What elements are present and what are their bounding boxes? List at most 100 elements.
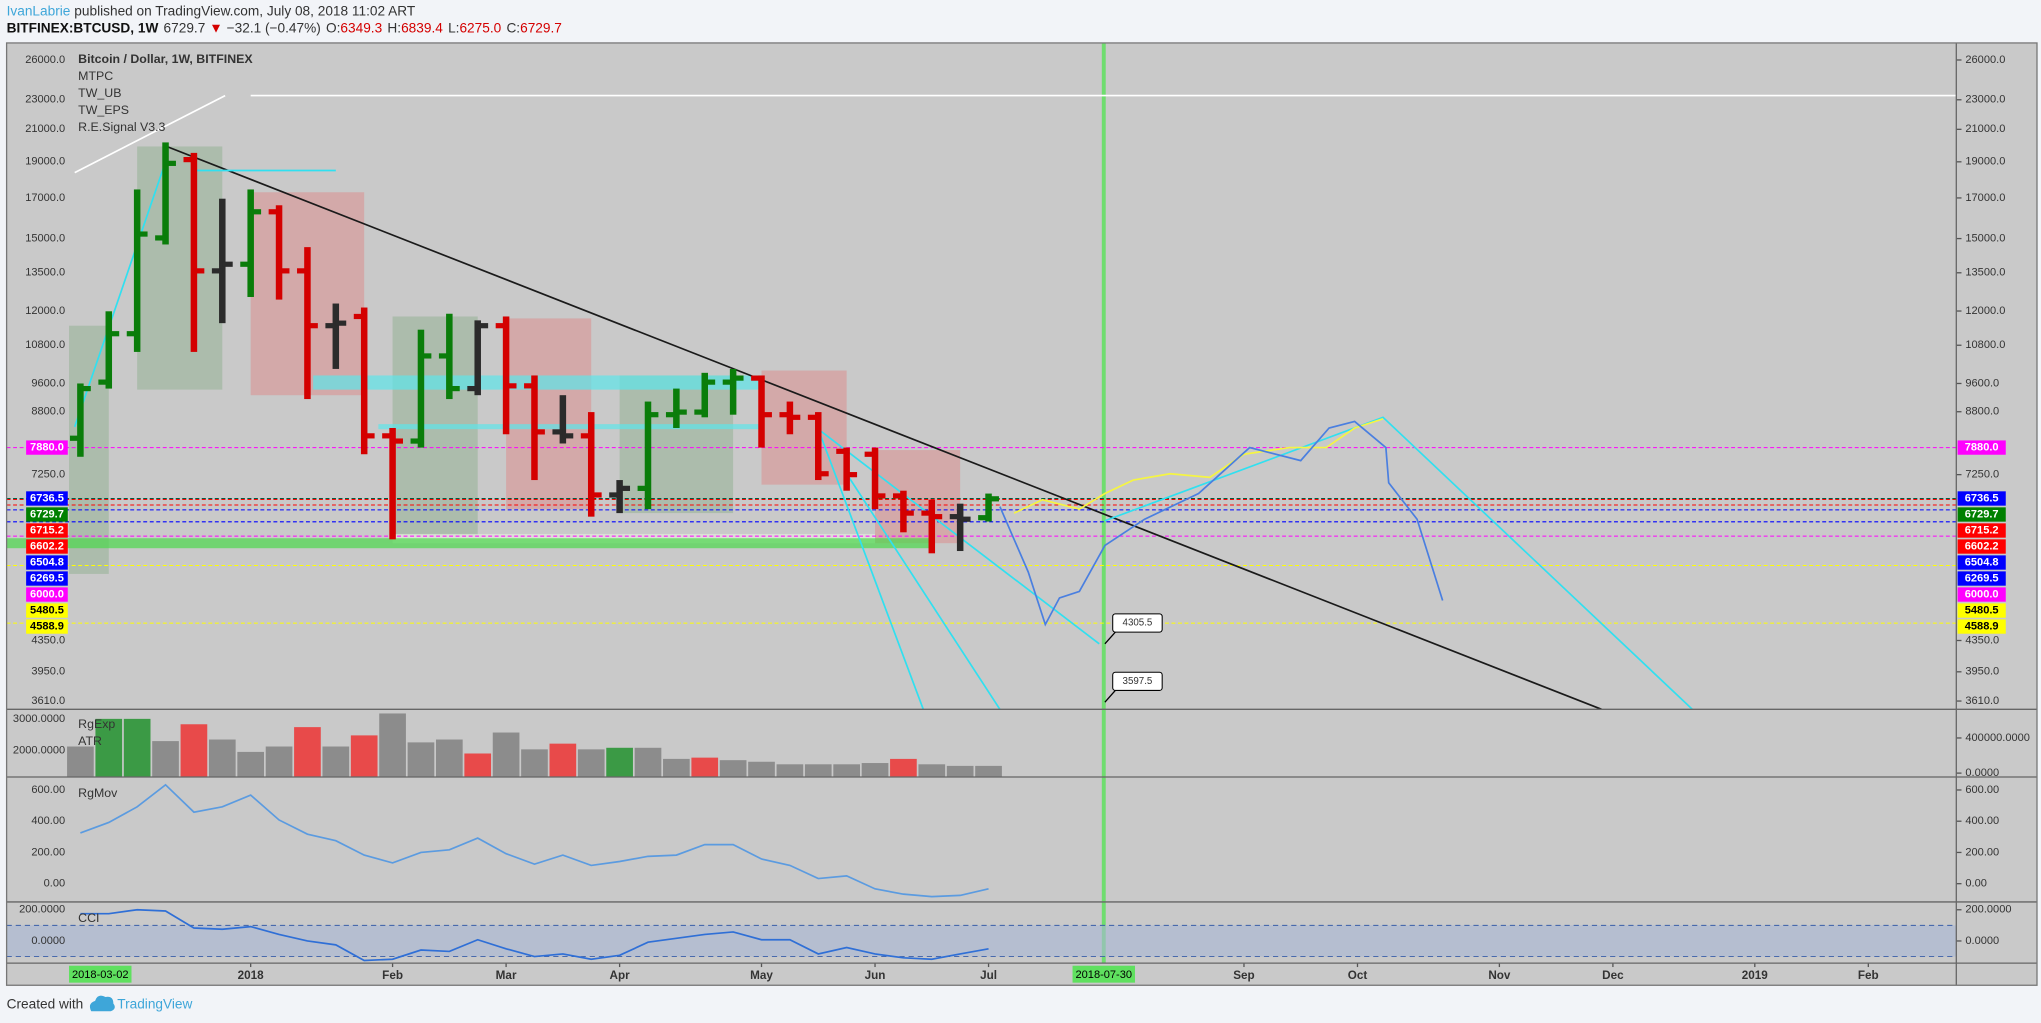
bar-open xyxy=(495,323,507,329)
bar-close xyxy=(392,438,403,444)
x-tick-label: Mar xyxy=(496,969,517,982)
bar-close xyxy=(222,261,233,267)
y-tick-label: 21000.0 xyxy=(1965,123,2005,135)
bar-close xyxy=(506,383,517,389)
histogram-bar xyxy=(861,763,889,778)
bar-open xyxy=(609,492,620,498)
footer-brand[interactable]: TradingView xyxy=(117,996,192,1011)
x-tick-label: Oct xyxy=(1348,969,1368,982)
price-label: 6504.8 xyxy=(1965,556,1999,568)
legend-text: R.E.Signal V3.3 xyxy=(78,120,165,134)
bar-open xyxy=(694,409,705,415)
price-label: 6729.7 xyxy=(30,508,64,520)
histogram-bar xyxy=(123,718,151,778)
main-layer xyxy=(6,94,1957,710)
bar-open xyxy=(637,485,648,491)
bar-range xyxy=(956,503,964,552)
price-label-box xyxy=(26,555,68,570)
price-label-box xyxy=(1957,491,2006,506)
zone xyxy=(69,325,109,574)
bar-open xyxy=(353,313,365,320)
price-label-box xyxy=(26,440,68,455)
date-label-box xyxy=(1072,965,1136,983)
bar-open xyxy=(240,261,251,267)
histogram-bar xyxy=(67,746,94,778)
price-label: 5480.5 xyxy=(30,604,64,616)
header-line: BITFINEX:BTCUSD, 1W 6729.7 ▼ −32.1 (−0.47%)… xyxy=(7,20,562,35)
bar-open xyxy=(949,514,961,520)
histogram-bar xyxy=(379,713,406,778)
author[interactable]: IvanLabrie xyxy=(7,3,71,18)
pane-legend: RgMov xyxy=(78,786,118,800)
bar-close xyxy=(562,433,574,439)
zone xyxy=(6,538,932,549)
price-label-box xyxy=(1957,523,2006,538)
histogram-bar xyxy=(549,743,577,778)
tradingview-logo xyxy=(89,995,115,1012)
pane-legend: ATR xyxy=(78,734,102,748)
bar-close xyxy=(534,429,545,435)
change-symbol: ▼ xyxy=(209,20,223,35)
y-tick-label: 400.00 xyxy=(1965,815,1999,827)
y-tick-label: 19000.0 xyxy=(1965,156,2005,168)
drawing xyxy=(999,420,1444,627)
bar-close xyxy=(647,412,659,418)
bar-range xyxy=(843,447,850,491)
bar-close xyxy=(931,514,943,520)
bar-range xyxy=(389,427,396,540)
plot-layer xyxy=(6,42,1957,964)
annotation-label: 3597.5 xyxy=(1123,676,1153,687)
x-tick-label: 2018 xyxy=(238,969,265,982)
change: −32.1 (−0.47%) xyxy=(227,20,321,35)
bar-close xyxy=(193,268,205,274)
price-label-box xyxy=(26,619,68,634)
bar-range xyxy=(985,493,992,522)
y-tick-label: 12000.0 xyxy=(1965,305,2005,317)
histogram-bar xyxy=(521,749,548,778)
drawing xyxy=(73,161,167,428)
y-tick-label: 200.00 xyxy=(1965,846,1999,858)
price-label: 5480.5 xyxy=(1965,604,1999,616)
bar-open xyxy=(126,331,138,337)
y-tick-label: 10800.0 xyxy=(25,339,65,351)
ohlc-value: 6839.4 xyxy=(401,20,443,35)
bar-range xyxy=(474,320,481,396)
bar-close xyxy=(846,472,858,478)
zone xyxy=(875,450,961,544)
bar-close xyxy=(591,492,602,498)
bar-range xyxy=(360,307,368,455)
histogram-bar xyxy=(577,749,605,778)
y-tick-label: 23000.0 xyxy=(25,94,65,106)
bar-open xyxy=(836,448,847,454)
bar-range xyxy=(275,205,283,300)
legend-text: TW_UB xyxy=(78,86,121,100)
y-tick-label: 400.00 xyxy=(31,815,65,827)
bar-open xyxy=(864,451,876,457)
bar-range xyxy=(644,401,652,510)
y-tick-label: 0.00 xyxy=(44,878,66,890)
drawing xyxy=(817,428,925,710)
date-label-box xyxy=(69,965,132,983)
y-tick-label: 3610.0 xyxy=(1965,695,1999,707)
bar-open xyxy=(268,209,280,215)
bar-open xyxy=(297,268,308,274)
histogram-bar xyxy=(890,758,917,778)
y-tick-label: 19000.0 xyxy=(25,156,65,168)
y-tick-label: 17000.0 xyxy=(1965,192,2005,204)
y-tick-label: 200.0000 xyxy=(1965,904,2011,916)
bar-open xyxy=(183,157,194,163)
y-tick-label: 7250.0 xyxy=(31,469,65,481)
date-label: 2018-03-02 xyxy=(72,969,129,981)
pane-legend: CCI xyxy=(78,911,99,925)
x-tick-label: May xyxy=(750,969,773,982)
bar-open xyxy=(779,412,790,418)
y-tick-label: 12000.0 xyxy=(25,305,65,317)
bar-close xyxy=(704,379,716,385)
header-line: IvanLabrie published on TradingView.com, … xyxy=(7,3,416,18)
price-label: 6504.8 xyxy=(30,556,64,568)
overlay-layer: 4305.5 3597.5 7880.0 7880.0 6736.5 6736.5 6729… xyxy=(13,52,2030,983)
y-tick-label: 8800.0 xyxy=(31,406,65,418)
y-tick-label: 3950.0 xyxy=(1965,666,1999,678)
histogram-bar xyxy=(776,764,804,778)
